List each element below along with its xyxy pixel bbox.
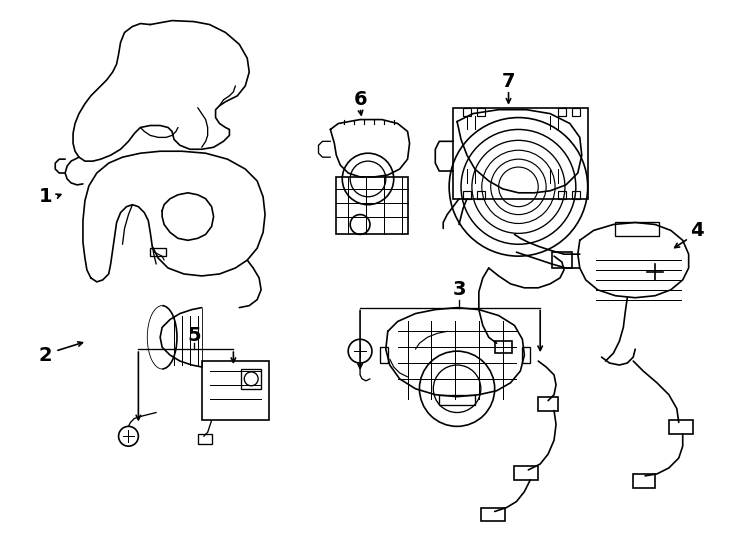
Bar <box>558 191 566 199</box>
Bar <box>515 466 538 480</box>
Bar <box>241 369 261 389</box>
Text: 5: 5 <box>187 326 200 345</box>
Text: 1: 1 <box>38 187 52 206</box>
Text: 4: 4 <box>690 221 703 240</box>
Bar <box>669 421 693 434</box>
Bar <box>336 177 407 234</box>
Bar <box>572 107 580 116</box>
Bar <box>558 107 566 116</box>
Bar <box>477 107 484 116</box>
Bar <box>615 222 659 237</box>
Bar <box>523 347 530 363</box>
Text: 2: 2 <box>38 346 52 365</box>
Bar <box>150 248 166 256</box>
Bar <box>380 347 388 363</box>
Bar <box>197 434 211 444</box>
Text: 3: 3 <box>452 280 466 299</box>
Bar <box>495 341 512 353</box>
Bar <box>477 191 484 199</box>
Bar <box>453 107 588 199</box>
Bar <box>538 397 558 410</box>
Text: 6: 6 <box>353 90 367 109</box>
Bar <box>202 361 269 421</box>
Bar <box>572 191 580 199</box>
Bar <box>633 474 655 488</box>
Bar <box>439 395 475 404</box>
Bar <box>463 107 471 116</box>
Text: 7: 7 <box>502 72 515 91</box>
Bar <box>481 508 504 522</box>
Bar <box>463 191 471 199</box>
Bar <box>552 252 572 268</box>
